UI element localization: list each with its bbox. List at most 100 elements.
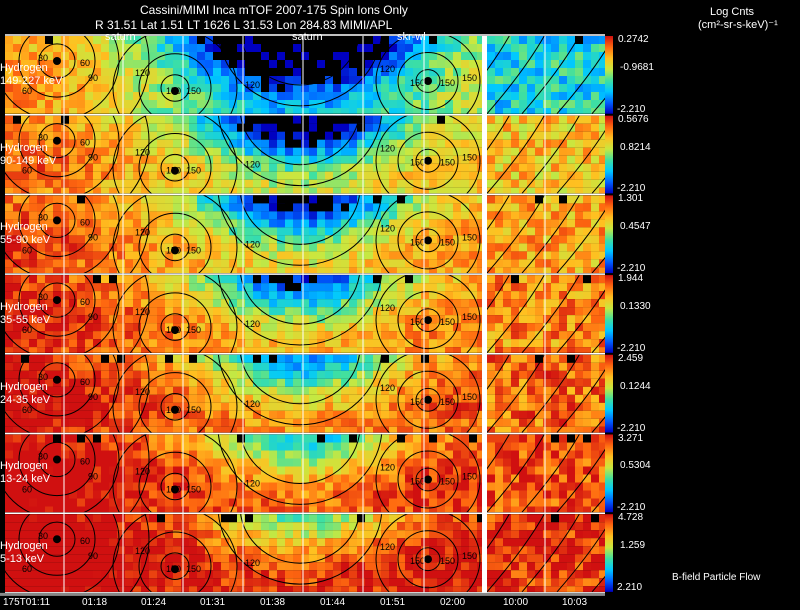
heatmap-pixel: [109, 418, 117, 427]
heatmap-pixel: [551, 354, 559, 363]
heatmap-pixel: [221, 418, 229, 427]
heatmap-pixel: [503, 323, 511, 332]
heatmap-pixel: [269, 418, 277, 427]
heatmap-pixel: [429, 354, 437, 363]
contour: [38, 202, 76, 238]
heatmap-pixel: [157, 179, 165, 188]
heatmap-pixel: [341, 315, 349, 324]
heatmap-pixel: [519, 171, 527, 180]
heatmap-pixel: [405, 354, 413, 363]
heatmap-pixel: [341, 115, 349, 124]
heatmap-pixel: [189, 514, 197, 523]
heatmap-pixel: [495, 283, 503, 292]
heatmap-pixel: [575, 92, 583, 100]
heatmap-pixel: [357, 44, 365, 52]
heatmap-pixel: [325, 283, 333, 292]
heatmap-pixel: [341, 155, 349, 164]
heatmap-pixel: [551, 211, 559, 220]
heatmap-pixel: [293, 115, 301, 124]
contour-label: 150: [410, 317, 425, 327]
heatmap-pixel: [245, 466, 253, 475]
heatmap-pixel: [357, 203, 365, 212]
heatmap-pixel: [77, 506, 85, 513]
heatmap-pixel: [165, 139, 173, 148]
heatmap-pixel: [469, 171, 477, 180]
heatmap-pixel: [373, 235, 381, 244]
heatmap-pixel: [61, 283, 69, 292]
heatmap-pixel: [13, 339, 21, 348]
heatmap-pixel: [293, 506, 301, 513]
heatmap-pixel: [173, 108, 181, 114]
heatmap-pixel: [45, 466, 53, 475]
heatmap-pixel: [445, 482, 453, 491]
heatmap-pixel: [29, 235, 37, 244]
heatmap-pixel: [173, 466, 181, 475]
heatmap-pixel: [413, 259, 421, 268]
heatmap-pixel: [213, 243, 221, 252]
heatmap-pixel: [285, 291, 293, 300]
heatmap-pixel: [101, 251, 109, 260]
heatmap-pixel: [421, 370, 429, 379]
heatmap-pixel: [141, 538, 149, 547]
heatmap-pixel: [285, 538, 293, 547]
heatmap-pixel: [13, 235, 21, 244]
heatmap-pixel: [165, 323, 173, 332]
heatmap-pixel: [325, 203, 333, 212]
heatmap-pixel: [189, 203, 197, 212]
heatmap-pixel: [365, 203, 373, 212]
heatmap-pixel: [21, 522, 29, 531]
heatmap-pixel: [495, 347, 503, 353]
heatmap-pixel: [85, 466, 93, 475]
heatmap-pixel: [477, 283, 482, 292]
heatmap-pixel: [357, 522, 365, 531]
heatmap-pixel: [229, 76, 237, 84]
heatmap-pixel: [181, 299, 189, 308]
heatmap-pixel: [397, 402, 405, 411]
heatmap-pixel: [285, 139, 293, 148]
heatmap-pixel: [445, 68, 453, 76]
heatmap-pixel: [53, 283, 61, 292]
heatmap-pixel: [213, 171, 221, 180]
heatmap-pixel: [45, 538, 53, 547]
heatmap-pixel: [29, 307, 37, 316]
heatmap-pixel: [197, 195, 205, 204]
heatmap-pixel: [341, 108, 349, 114]
heatmap-pixel: [205, 275, 213, 284]
heatmap-pixel: [165, 211, 173, 220]
heatmap-pixel: [567, 267, 575, 274]
heatmap-pixel: [461, 219, 469, 228]
data-gap: [277, 275, 285, 284]
heatmap-pixel: [357, 275, 365, 284]
heatmap-pixel: [527, 339, 535, 348]
heatmap-pixel: [37, 426, 45, 433]
heatmap-pixel: [133, 115, 141, 124]
heatmap-pixel: [503, 474, 511, 483]
heatmap-pixel: [293, 458, 301, 467]
heatmap-pixel: [261, 410, 269, 419]
heatmap-pixel: [503, 498, 511, 507]
heatmap-pixel: [101, 275, 109, 284]
heatmap-pixel: [461, 426, 469, 433]
heatmap-pixel: [53, 339, 61, 348]
heatmap-pixel: [543, 68, 551, 76]
heatmap-pixel: [495, 474, 503, 483]
heatmap-pixel: [469, 115, 477, 124]
heatmap-pixel: [317, 402, 325, 411]
heatmap-pixel: [381, 506, 389, 513]
heatmap-pixel: [511, 36, 519, 44]
heatmap-pixel: [189, 339, 197, 348]
heatmap-pixel: [253, 131, 261, 140]
heatmap-pixel: [237, 538, 245, 547]
heatmap-pixel: [543, 251, 551, 260]
heatmap-pixel: [93, 163, 101, 172]
contour-label: 60: [80, 138, 90, 148]
heatmap-pixel: [575, 155, 583, 164]
heatmap-pixel: [341, 386, 349, 395]
heatmap-pixel: [37, 522, 45, 531]
heatmap-pixel: [181, 259, 189, 268]
heatmap-pixel: [229, 108, 237, 114]
heatmap-pixel: [445, 275, 453, 284]
heatmap-pixel: [69, 251, 77, 260]
heatmap-pixel: [141, 139, 149, 148]
heatmap-pixel: [511, 323, 519, 332]
